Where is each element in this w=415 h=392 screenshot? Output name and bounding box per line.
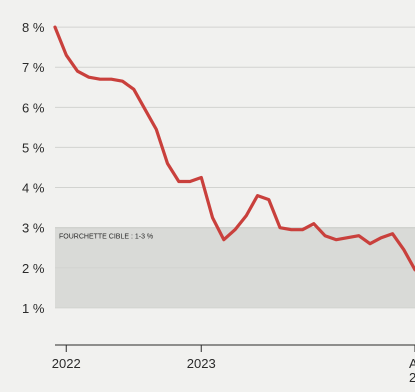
y-tick-label-3: 3 % xyxy=(22,221,45,236)
y-tick-label-5: 5 % xyxy=(22,140,45,155)
y-tick-label-8: 8 % xyxy=(22,20,45,35)
x-axis-tick-labels: 2022 2023 AOÛT2024 xyxy=(52,356,415,385)
y-tick-label-2: 2 % xyxy=(22,261,45,276)
series-line-0 xyxy=(53,25,415,272)
series-layer xyxy=(53,25,415,272)
x-axis xyxy=(55,344,415,352)
y-tick-label-6: 6 % xyxy=(22,100,45,115)
y-tick-label-7: 7 % xyxy=(22,60,45,75)
y-axis-tick-labels: 1 % 2 % 3 % 4 % 5 % 6 % 7 % 8 % xyxy=(22,20,45,316)
target-band-label: FOURCHETTE CIBLE : 1-3 % xyxy=(59,234,153,241)
x-tick-label-2: AOÛT2024 xyxy=(409,356,415,385)
x-tick-label-0: 2022 xyxy=(52,356,81,371)
x-tick-label-1: 2023 xyxy=(187,356,216,371)
y-tick-label-1: 1 % xyxy=(22,301,45,316)
y-tick-label-4: 4 % xyxy=(22,181,45,196)
